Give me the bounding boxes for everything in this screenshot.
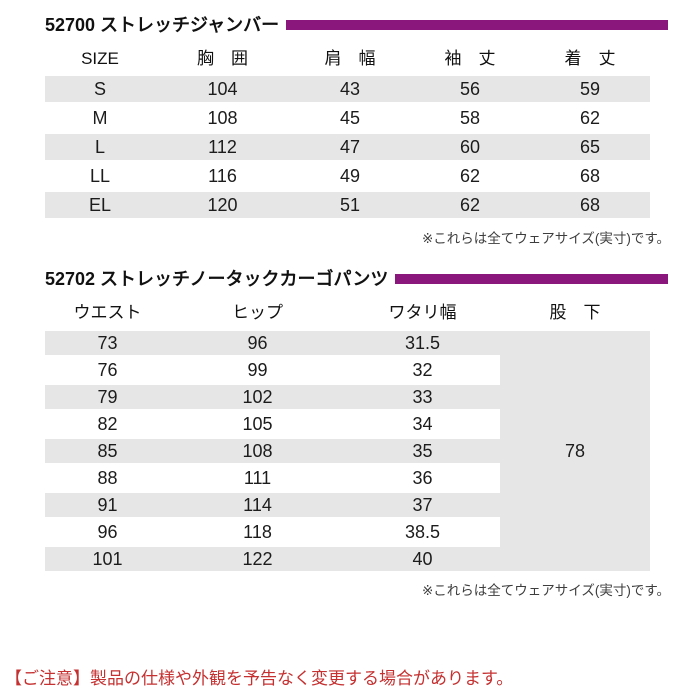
table-row: 96 118 38.5 <box>45 520 500 544</box>
pants-table-body: 73 96 31.5 76 99 32 79 102 33 82 105 34 85 108 35 88 111… <box>45 331 500 571</box>
table-cell: 99 <box>247 360 268 380</box>
table-row: LL 116 49 62 68 <box>45 163 650 189</box>
caution-note: 【ご注意】製品の仕様や外観を予告なく変更する場合があります。 <box>5 669 514 688</box>
table-cell: M <box>92 108 108 128</box>
table-cell: 116 <box>208 166 237 186</box>
inseam-merged-cell: 78 <box>500 331 650 571</box>
jumper-table-body: S 104 43 56 59 M 108 45 58 62 L 112 47 60 65 LL 116 49 62 6… <box>45 76 650 218</box>
table-cell: 96 <box>97 522 118 542</box>
header-cell-length: 着 丈 <box>564 48 616 68</box>
header-cell-sleeve: 袖 丈 <box>444 48 496 68</box>
wear-size-note-pants: ※これらは全てウェアサイズ(実寸)です。 <box>421 583 670 598</box>
header-cell-inseam: 股 下 <box>549 302 601 322</box>
table-cell: 58 <box>459 108 481 128</box>
jumper-accent-bar <box>286 20 668 30</box>
table-cell: 60 <box>459 137 481 157</box>
table-cell: 88 <box>97 468 118 488</box>
pants-accent-bar <box>395 274 668 284</box>
wear-size-note-jumper: ※これらは全てウェアサイズ(実寸)です。 <box>421 231 670 246</box>
table-cell: 79 <box>97 387 118 407</box>
table-cell: 91 <box>97 495 118 515</box>
table-cell: 112 <box>208 137 237 157</box>
table-cell: 38.5 <box>404 522 441 542</box>
table-cell: 33 <box>412 387 433 407</box>
table-cell: 118 <box>243 522 272 542</box>
pants-table-header: ウエスト ヒップ ワタリ幅 股 下 <box>45 299 650 325</box>
table-cell: 62 <box>579 108 601 128</box>
header-cell-shoulder: 肩 幅 <box>324 48 376 68</box>
table-cell: 43 <box>339 79 361 99</box>
jumper-table-header: SIZE 胸 囲 肩 幅 袖 丈 着 丈 <box>45 45 650 71</box>
table-row: 79 102 33 <box>45 385 500 409</box>
table-row: 85 108 35 <box>45 439 500 463</box>
table-cell: 96 <box>247 333 268 353</box>
table-cell: 120 <box>207 195 238 215</box>
table-cell: 122 <box>242 549 273 569</box>
table-cell: 45 <box>339 108 361 128</box>
table-row: L 112 47 60 65 <box>45 134 650 160</box>
table-cell: LL <box>89 166 111 186</box>
table-cell: 62 <box>459 166 481 186</box>
table-row: EL 120 51 62 68 <box>45 192 650 218</box>
header-cell-size: SIZE <box>81 48 119 68</box>
table-row: 76 99 32 <box>45 358 500 382</box>
table-cell: 36 <box>412 468 433 488</box>
table-cell: 49 <box>339 166 361 186</box>
table-cell: 102 <box>242 387 273 407</box>
jumper-product-title: 52700 ストレッチジャンバー <box>45 15 280 35</box>
table-cell: 59 <box>579 79 601 99</box>
table-cell: 114 <box>243 495 272 515</box>
table-row: 88 111 36 <box>45 466 500 490</box>
table-row: 91 114 37 <box>45 493 500 517</box>
table-cell: 40 <box>412 549 433 569</box>
table-cell: 85 <box>97 441 118 461</box>
table-cell: 62 <box>459 195 481 215</box>
table-cell: L <box>94 137 105 157</box>
header-cell-hip: ヒップ <box>232 302 283 322</box>
header-cell-chest: 胸 囲 <box>197 48 248 68</box>
table-cell: EL <box>88 195 112 215</box>
table-cell: 51 <box>339 195 361 215</box>
pants-product-title: 52702 ストレッチノータックカーゴパンツ <box>45 269 389 289</box>
table-cell: 108 <box>207 108 238 128</box>
table-cell: 105 <box>242 414 273 434</box>
table-cell: 31.5 <box>404 333 441 353</box>
table-cell: 34 <box>412 414 433 434</box>
table-cell: 65 <box>579 137 601 157</box>
table-cell: S <box>93 79 106 99</box>
table-row: 73 96 31.5 <box>45 331 500 355</box>
pants-title-line: 52702 ストレッチノータックカーゴパンツ <box>45 268 668 290</box>
table-row: 82 105 34 <box>45 412 500 436</box>
table-cell: 37 <box>412 495 433 515</box>
table-cell: 111 <box>243 468 272 488</box>
table-cell: 56 <box>459 79 481 99</box>
table-cell: 108 <box>242 441 273 461</box>
jumper-title-line: 52700 ストレッチジャンバー <box>45 14 668 36</box>
table-row: S 104 43 56 59 <box>45 76 650 102</box>
table-cell: 82 <box>97 414 118 434</box>
table-cell: 35 <box>412 441 433 461</box>
table-cell: 68 <box>579 195 601 215</box>
header-cell-waist: ウエスト <box>73 302 142 322</box>
table-row: M 108 45 58 62 <box>45 105 650 131</box>
table-cell: 32 <box>412 360 433 380</box>
header-cell-thigh: ワタリ幅 <box>388 302 457 322</box>
table-cell: 47 <box>339 137 361 157</box>
table-cell: 76 <box>97 360 118 380</box>
table-cell: 104 <box>207 79 238 99</box>
table-cell: 73 <box>97 333 118 353</box>
table-cell: 101 <box>92 549 123 569</box>
table-cell: 68 <box>579 166 601 186</box>
table-row: 101 122 40 <box>45 547 500 571</box>
